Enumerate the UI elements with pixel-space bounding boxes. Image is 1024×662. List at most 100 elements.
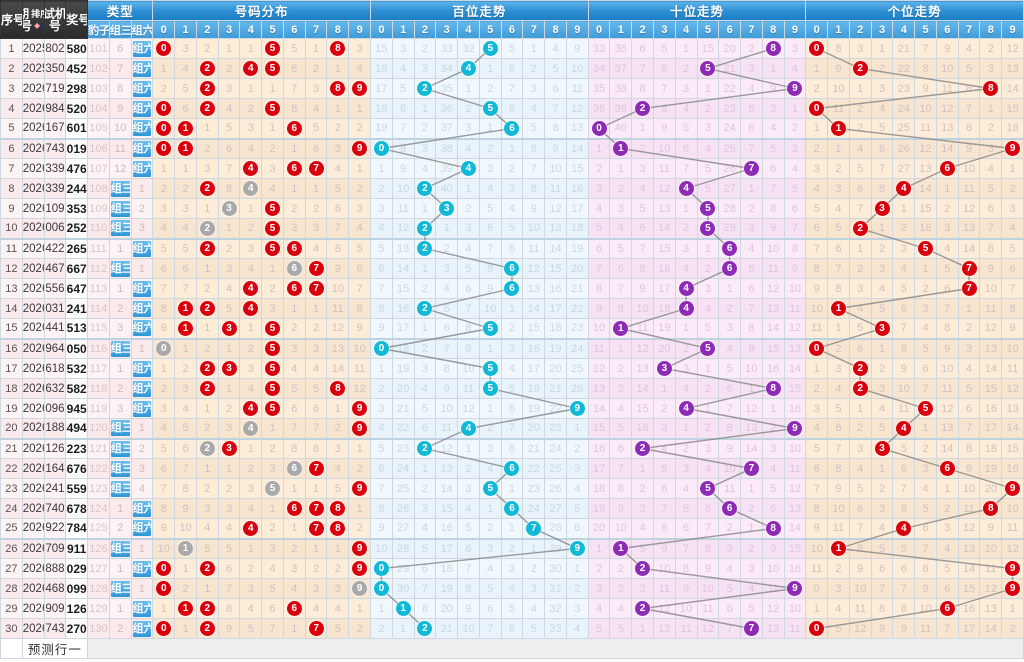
- header-dist-digit-7[interactable]: 7: [304, 20, 328, 39]
- table-row[interactable]: 1720260156185321171组六1223354414111193810…: [0, 358, 1024, 379]
- cell-ge-4: 23: [892, 78, 916, 99]
- table-row[interactable]: 2920260279091261291组六1128466441118209654…: [0, 598, 1024, 619]
- table-row[interactable]: 1820260166325821182组六2321455581222049115…: [0, 378, 1024, 399]
- cell-dist-5-value: 1: [269, 422, 276, 435]
- header-dist-digit-4[interactable]: 4: [239, 20, 263, 39]
- header-ge-digit-5[interactable]: 5: [914, 20, 937, 39]
- header-shi-digit-8[interactable]: 8: [761, 20, 785, 39]
- table-row[interactable]: 262026024709911126组三11015513211910285176…: [0, 537, 1024, 559]
- table-row[interactable]: 420260029845201049组六06242584111861362584…: [0, 98, 1024, 119]
- header-bai-digit-5[interactable]: 5: [478, 20, 502, 39]
- header-ge-digit-9[interactable]: 9: [1001, 20, 1024, 39]
- header-shi-digit-0[interactable]: 0: [587, 20, 611, 39]
- table-row[interactable]: 282026026468099128组三10217354339030719854…: [0, 578, 1024, 599]
- table-row[interactable]: 220253513504521027组六14224562141643344162…: [0, 58, 1024, 79]
- table-row[interactable]: 82026006339244108组三122284411522102401438…: [0, 178, 1024, 199]
- table-row[interactable]: 1420260120312411142组六8125431111881625710…: [0, 298, 1024, 319]
- table-row[interactable]: 320260017192981038组六25231173891752351273…: [0, 78, 1024, 99]
- header-ge-digit-2[interactable]: 2: [848, 20, 872, 39]
- header-dist-digit-1[interactable]: 1: [174, 20, 197, 39]
- table-row[interactable]: 120253508025801016组六03211551831532333255…: [0, 38, 1024, 59]
- header-dist-digit-5[interactable]: 5: [261, 20, 284, 39]
- header-type-baozi[interactable]: 豹子: [87, 20, 110, 39]
- table-row[interactable]: 6202600474301910611组六0126421639083384216…: [0, 137, 1024, 159]
- header-bai-digit-8[interactable]: 8: [544, 20, 567, 39]
- cell-seq: 18: [0, 378, 23, 399]
- footer-note[interactable]: 预测行一: [21, 638, 89, 659]
- cell-type-zu3: 组三: [108, 337, 132, 359]
- header-seq[interactable]: 序号: [0, 0, 23, 39]
- header-bai-digit-1[interactable]: 1: [391, 20, 415, 39]
- header-ge-digit-7[interactable]: 7: [957, 20, 981, 39]
- table-row[interactable]: 1120260094222651111组六5522356485513224761…: [0, 237, 1024, 259]
- header-ge-digit-3[interactable]: 3: [870, 20, 894, 39]
- header-shi-digit-9[interactable]: 9: [783, 20, 807, 39]
- cell-ge-0-value: 7: [813, 482, 820, 495]
- cell-dist-2-value: 1: [204, 402, 211, 415]
- header-shi-digit-4[interactable]: 4: [674, 20, 698, 39]
- header-dist-digit-0[interactable]: 0: [152, 20, 176, 39]
- table-row[interactable]: 2520260239227841252组六9104442178292741652…: [0, 518, 1024, 539]
- table-row[interactable]: 102026008006252110组三34421253374412213651…: [0, 218, 1024, 239]
- header-ge-digit-8[interactable]: 8: [979, 20, 1003, 39]
- header-dist-digit-8[interactable]: 8: [326, 20, 350, 39]
- table-row[interactable]: 1320260115566471131组六7724426710771524696…: [0, 278, 1024, 299]
- cell-trial-number: 339: [43, 178, 67, 199]
- header-shi-digit-5[interactable]: 5: [696, 20, 720, 39]
- table-row[interactable]: 122026010467667112组三16613416796614135861…: [0, 258, 1024, 279]
- table-row[interactable]: 1520260134415131153组六9113152212991716852…: [0, 318, 1024, 339]
- table-row[interactable]: 3020260287432701302组六0129571752212211076…: [0, 618, 1024, 639]
- cell-type-zu6-value: 2: [138, 202, 146, 215]
- cell-ge-0: 11: [805, 318, 829, 339]
- cell-shi-9: 15: [783, 378, 807, 399]
- table-row[interactable]: 2420260227406781241组六8933416781826315416…: [0, 498, 1024, 519]
- header-shi-digit-1[interactable]: 1: [609, 20, 633, 39]
- table-row[interactable]: 2720260258880291271组六0126243229029618743…: [0, 558, 1024, 579]
- table-row[interactable]: 162026014964050116组三10121253313100182791…: [0, 337, 1024, 359]
- header-ge-digit-6[interactable]: 6: [935, 20, 959, 39]
- table-row[interactable]: 7202600533947610712组六1137436741194394327…: [0, 158, 1024, 179]
- header-dist-digit-9[interactable]: 9: [348, 20, 372, 39]
- cell-type-zu6: 组六: [130, 38, 154, 59]
- header-dist-digit-3[interactable]: 3: [217, 20, 241, 39]
- header-type-zu6[interactable]: 组六: [130, 20, 154, 39]
- cell-bai-7: 15: [522, 318, 546, 339]
- table-row[interactable]: 232026021241559123组三47822351159725214351…: [0, 478, 1024, 499]
- digit-label: 6: [944, 23, 951, 36]
- header-trial-number[interactable]: 试机 号: [43, 0, 67, 39]
- cell-shi-3-value: 2: [661, 402, 668, 415]
- header-shi-digit-3[interactable]: 3: [652, 20, 676, 39]
- header-dist-digit-6[interactable]: 6: [282, 20, 306, 39]
- header-type-zu3[interactable]: 组三: [108, 20, 132, 39]
- cell-shi-9: 10: [783, 598, 807, 619]
- header-bai-digit-4[interactable]: 4: [457, 20, 480, 39]
- header-bai-digit-7[interactable]: 7: [522, 20, 546, 39]
- header-ge-digit-4[interactable]: 4: [892, 20, 916, 39]
- header-shi-digit-6[interactable]: 6: [718, 20, 742, 39]
- header-bai-digit-3[interactable]: 3: [435, 20, 459, 39]
- footer-prediction-area[interactable]: [87, 638, 1024, 659]
- header-bai-digit-0[interactable]: 0: [370, 20, 393, 39]
- header-bai-digit-2[interactable]: 2: [413, 20, 437, 39]
- marker-circle: 4: [896, 520, 912, 536]
- header-bai-digit-6[interactable]: 6: [500, 20, 524, 39]
- table-row[interactable]: 222026020164676122组三36711236742624113246…: [0, 458, 1024, 479]
- cell-ge-4: 8: [892, 598, 916, 619]
- header-dist-digit-2[interactable]: 2: [195, 20, 219, 39]
- table-row[interactable]: 202026018188494120组三14523417729422611427…: [0, 418, 1024, 439]
- cell-bai-9: 9: [565, 398, 589, 419]
- header-shi-digit-7[interactable]: 7: [740, 20, 763, 39]
- table-row[interactable]: 1920260170969451193组六3412456619321510121…: [0, 398, 1024, 419]
- sort-arrows-icon[interactable]: ◆◆: [34, 20, 43, 30]
- header-prize-number[interactable]: 奖号: [65, 0, 89, 39]
- header-bai-digit-9[interactable]: 9: [565, 20, 589, 39]
- table-row[interactable]: 92026007109353109组三233131522633111325491…: [0, 198, 1024, 219]
- header-issue[interactable]: 期 排序 号 ◆◆: [21, 0, 45, 39]
- digit-label: 6: [726, 23, 733, 36]
- table-row[interactable]: 212026019126223121组三25623128831523212138…: [0, 437, 1024, 459]
- table-row[interactable]: 5202600316760110510组六0115316522197237316…: [0, 118, 1024, 139]
- header-shi-digit-2[interactable]: 2: [631, 20, 654, 39]
- header-ge-digit-0[interactable]: 0: [805, 20, 829, 39]
- header-ge-digit-1[interactable]: 1: [827, 20, 850, 39]
- cell-ge-6-value: 2: [944, 202, 951, 215]
